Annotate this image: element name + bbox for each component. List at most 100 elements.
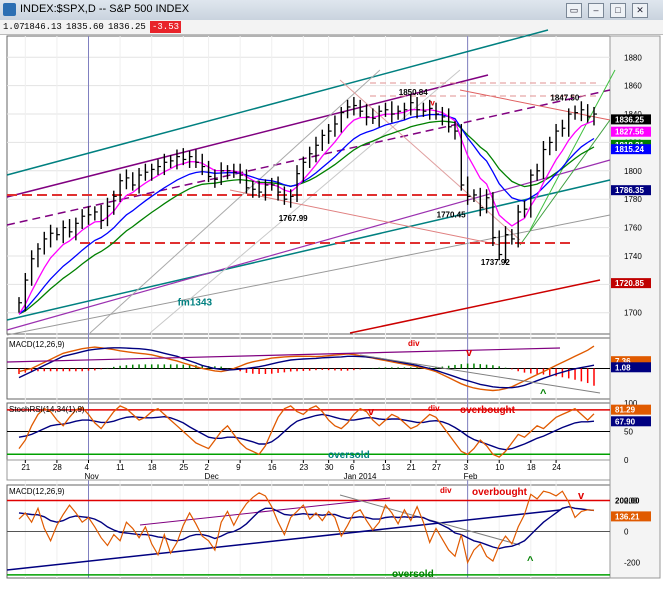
quote-bar: 1.07 1846.13 1835.60 1836.25 -3.53 — [0, 20, 663, 35]
price-bar — [372, 108, 376, 124]
price-bar — [353, 97, 357, 116]
price-bar — [56, 227, 60, 241]
price-bar — [403, 102, 408, 120]
date-tick-label: 24 — [552, 463, 561, 472]
price-annotation: 1767.99 — [279, 214, 308, 223]
stoch-tag-label: 81.29 — [615, 406, 636, 415]
price-bar — [416, 97, 421, 119]
stoch-slow-line — [18, 413, 595, 451]
fan-green-line — [519, 119, 611, 246]
ema-mid-line — [18, 113, 595, 315]
macd2-oversold-label: oversold — [392, 569, 434, 580]
price-bar — [441, 106, 446, 126]
date-tick-label: 23 — [299, 463, 308, 472]
price-tick-label: 1800 — [624, 167, 642, 176]
macd2-tick-label: 0 — [624, 528, 629, 537]
price-bar — [201, 153, 206, 176]
price-bar — [75, 217, 79, 241]
macd-tag — [611, 362, 651, 373]
macd2-v-label: v — [578, 490, 585, 502]
right-axis-strip — [609, 35, 661, 579]
fan-red-line — [459, 89, 611, 121]
trend-upper-line — [6, 74, 489, 198]
price-bar — [144, 163, 149, 181]
stoch-div-label: div — [428, 404, 440, 413]
red-ma-line — [349, 279, 601, 334]
macd-div-label: div — [408, 339, 420, 348]
price-bar — [24, 272, 29, 312]
price-bar — [119, 173, 124, 203]
price-bar — [132, 172, 136, 191]
price-bar — [460, 123, 465, 191]
price-bar — [530, 169, 534, 218]
fan-red-line — [339, 79, 521, 241]
date-tick-label: 30 — [325, 463, 334, 472]
stoch-title: StochRSI(14,34(1),9) — [9, 405, 85, 414]
macd2-tag-label: 136.21 — [615, 512, 640, 521]
price-bar — [87, 206, 92, 225]
price-bar — [30, 250, 35, 286]
window-titlebar[interactable]: INDEX:$SPX,D -- S&P 500 INDEX ▭ – □ ✕ — [0, 0, 663, 21]
price-tag-label: 1786.35 — [615, 186, 644, 195]
price-tag — [611, 278, 651, 289]
price-bar — [549, 136, 553, 156]
date-tick-label: 13 — [381, 463, 390, 472]
price-bar — [68, 219, 73, 238]
channel-upper-line — [6, 29, 549, 176]
price-bar — [593, 106, 597, 126]
price-tick-label: 1860 — [624, 82, 642, 91]
price-bar — [346, 99, 351, 119]
price-bar — [466, 176, 471, 205]
price-bar — [334, 115, 338, 137]
macd-tag-label: 1.08 — [615, 363, 631, 372]
price-annotation: v — [430, 99, 435, 108]
quote-change: -3.53 — [150, 21, 182, 33]
price-tag — [611, 126, 651, 137]
price-bar — [498, 230, 503, 261]
price-tag — [611, 144, 651, 155]
minimize-icon[interactable]: – — [588, 3, 604, 18]
price-bar — [43, 231, 48, 255]
macd2-overbought-label: overbought — [472, 487, 528, 498]
macd2-tick-label: 200 — [624, 497, 638, 506]
macd2-line — [18, 490, 595, 565]
price-bar — [410, 94, 414, 116]
price-bar — [18, 297, 22, 313]
date-tick-label: 18 — [527, 463, 536, 472]
price-bar — [365, 104, 370, 126]
ema-slow-line — [18, 120, 595, 315]
channel-lower-line — [6, 179, 611, 321]
month-label: Jan 2014 — [344, 472, 377, 481]
price-tick-label: 1880 — [624, 53, 642, 62]
stoch-tag-label: 67.90 — [615, 417, 636, 426]
price-bar — [37, 243, 41, 268]
price-annotation: 1737.92 — [481, 258, 510, 267]
price-bar — [226, 165, 231, 180]
price-bar — [504, 226, 509, 264]
macd2-caret-label: ^ — [527, 555, 534, 567]
macd-trend-line — [6, 347, 561, 363]
stoch-overbought-label: overbought — [460, 405, 516, 416]
price-tag — [611, 185, 651, 196]
macd-line — [18, 347, 595, 389]
stoch-tag — [611, 404, 651, 415]
price-bar — [176, 149, 180, 170]
macd-signal-line — [18, 345, 595, 392]
price-annotation: fm1343 — [178, 298, 213, 309]
price-bar — [150, 163, 155, 181]
price-bar — [561, 119, 566, 137]
price-tag-label: 1836.25 — [615, 115, 644, 124]
price-bar — [49, 224, 54, 248]
price-bar — [586, 104, 591, 123]
macd2-tick-label: -200 — [624, 559, 641, 568]
price-bar — [359, 99, 364, 117]
quote-high: 1846.13 — [24, 22, 62, 32]
stoch-tick-label: 100 — [624, 399, 638, 408]
price-bar — [113, 190, 117, 215]
price-bar — [384, 102, 389, 117]
restore-icon[interactable]: ▭ — [566, 3, 582, 18]
price-bar — [574, 105, 579, 120]
stoch-tick-label: 0 — [624, 456, 629, 465]
maximize-icon[interactable]: □ — [610, 3, 626, 18]
close-icon[interactable]: ✕ — [632, 3, 648, 18]
